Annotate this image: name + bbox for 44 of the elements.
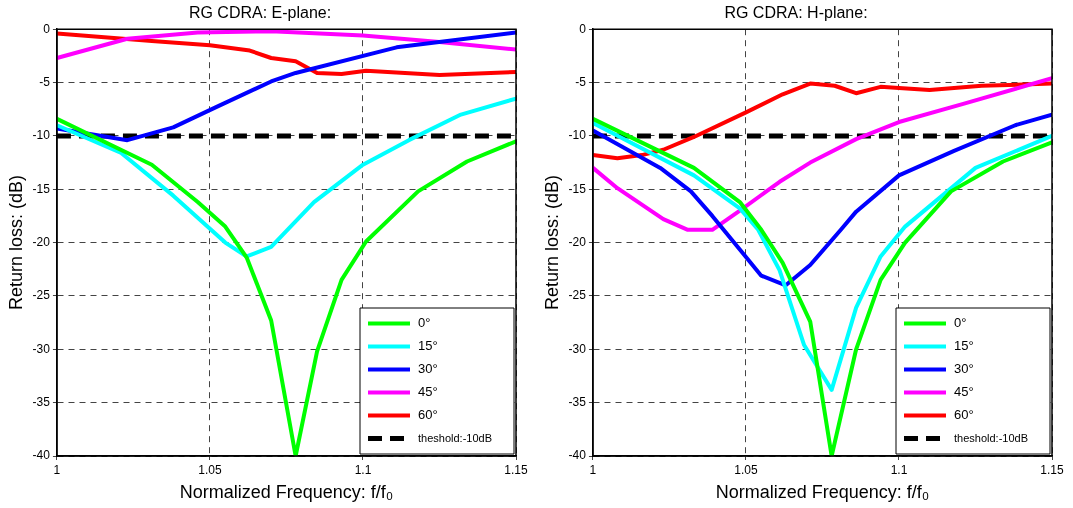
x-tick-label: 1.1: [890, 462, 908, 477]
y-tick-label: -10: [32, 128, 51, 143]
y-tick-label: -15: [32, 181, 51, 196]
x-tick-label: 1: [589, 462, 597, 477]
legend-label: 15°: [954, 338, 974, 354]
x-tick-label: 1.05: [734, 462, 758, 477]
y-tick-label: 0: [43, 21, 51, 36]
legend-label: 60°: [954, 407, 974, 423]
y-tick-label: -20: [568, 234, 587, 249]
legend-label: 45°: [418, 384, 438, 400]
legend-label: 30°: [954, 361, 974, 377]
x-tick-label: 1.05: [198, 462, 222, 477]
y-tick-label: -35: [32, 394, 51, 409]
y-tick-label: -40: [32, 448, 51, 463]
legend-label: 45°: [954, 384, 974, 400]
y-tick-label: -25: [32, 288, 51, 303]
y-tick-label: -30: [568, 341, 587, 356]
y-tick-label: 0: [579, 21, 587, 36]
y-tick-label: -25: [568, 288, 587, 303]
legend-label: theshold:-10dB: [418, 431, 492, 444]
y-tick-label: -35: [568, 394, 587, 409]
legend-label: 30°: [418, 361, 438, 377]
y-axis-title: Return loss: (dB): [5, 175, 26, 311]
legend-label: theshold:-10dB: [954, 431, 1028, 444]
y-tick-label: -10: [568, 128, 587, 143]
y-tick-label: -40: [568, 448, 587, 463]
y-tick-label: -5: [575, 74, 587, 89]
y-tick-label: -15: [568, 181, 587, 196]
chart-title: RG CDRA: H-plane:: [724, 4, 868, 22]
x-tick-label: 1.1: [354, 462, 372, 477]
y-tick-label: -20: [32, 234, 51, 249]
chart-title: RG CDRA: E-plane:: [188, 4, 332, 22]
legend-label: 60°: [418, 407, 438, 423]
legend-label: 0°: [418, 315, 431, 331]
legend-label: 0°: [954, 315, 967, 331]
x-axis-title: Normalized Frequency: f/f₀: [715, 482, 930, 503]
x-tick-label: 1.15: [1040, 462, 1064, 477]
y-axis-title: Return loss: (dB): [541, 175, 562, 311]
legend-label: 15°: [418, 338, 438, 354]
x-tick-label: 1.15: [504, 462, 528, 477]
x-tick-label: 1: [53, 462, 61, 477]
y-tick-label: -30: [32, 341, 51, 356]
x-axis-title: Normalized Frequency: f/f₀: [179, 482, 394, 503]
y-tick-label: -5: [39, 74, 51, 89]
